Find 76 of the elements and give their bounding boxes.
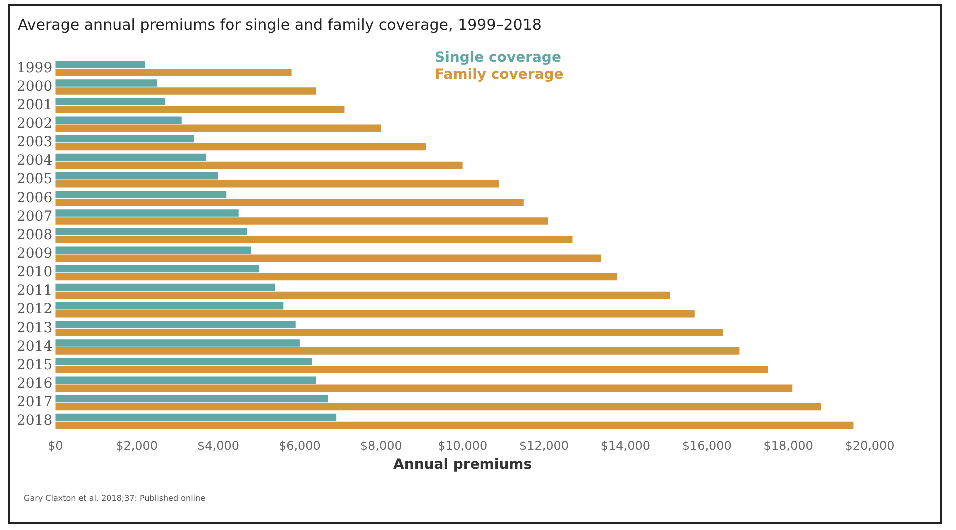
bar	[56, 284, 276, 292]
y-tick-label: 2000	[16, 78, 53, 95]
bar	[56, 69, 292, 76]
bar	[56, 180, 500, 188]
y-tick-label: 2012	[16, 302, 53, 318]
x-tick-label: $10,000	[438, 439, 488, 454]
y-tick-label: 2003	[16, 134, 53, 151]
x-tick-label: $18,000	[764, 439, 814, 454]
x-tick-label: $12,000	[519, 439, 570, 454]
y-tick-label: 2007	[16, 208, 53, 225]
bar	[56, 321, 296, 328]
y-tick-label: 1999	[16, 60, 53, 76]
y-tick-label: 2006	[16, 190, 53, 206]
chart-title: Average annual premiums for single and family coverage, 1999–2018	[18, 16, 542, 34]
bar	[56, 302, 284, 310]
x-tick-label: $6,000	[278, 439, 321, 454]
y-tick-label: 2005	[16, 172, 53, 188]
x-tick-label: $4,000	[198, 439, 240, 454]
y-tick-label: 2001	[16, 97, 53, 114]
text: Single coverage	[435, 50, 562, 67]
bar	[56, 403, 822, 411]
bar	[56, 143, 426, 151]
bar	[56, 384, 793, 392]
y-tick-label: 2010	[16, 264, 53, 281]
bar	[56, 376, 316, 384]
bar	[56, 210, 239, 217]
bar	[56, 106, 345, 114]
bar	[56, 328, 724, 336]
y-tick-label: 2016	[16, 376, 53, 392]
bar	[56, 366, 768, 374]
text: Family coverage	[435, 67, 564, 84]
y-tick-label: 2015	[16, 357, 53, 374]
y-tick-label: 2008	[16, 227, 53, 244]
y-tick-label: 2017	[16, 394, 53, 411]
bar	[56, 236, 573, 244]
bar	[56, 124, 382, 132]
bar	[56, 154, 206, 162]
bar	[56, 61, 146, 68]
bar	[56, 414, 337, 422]
bar	[56, 80, 158, 87]
y-tick-label: 2013	[16, 320, 53, 336]
bar	[56, 265, 260, 273]
y-tick-label: 2014	[16, 338, 53, 355]
x-tick-label: $2,000	[116, 439, 158, 454]
x-tick-label: $16,000	[682, 439, 732, 454]
bar	[56, 98, 166, 106]
bar	[56, 273, 618, 281]
bar	[56, 292, 670, 300]
y-tick-label: 2011	[16, 283, 53, 300]
bar	[56, 422, 854, 430]
bar	[56, 358, 312, 366]
y-tick-label: 2009	[16, 246, 53, 262]
bar	[56, 228, 248, 236]
x-tick-label: $8,000	[360, 439, 402, 454]
y-tick-label: 2004	[16, 153, 53, 170]
x-tick-label: $0	[48, 439, 64, 454]
bar	[56, 246, 252, 254]
x-tick-label: $20,000	[845, 439, 895, 454]
bar	[56, 88, 316, 95]
text: Gary Claxton et al. 2018;37: Published online	[24, 494, 206, 503]
x-axis-title: Annual premiums	[394, 457, 532, 474]
bar	[56, 135, 194, 143]
bar	[56, 198, 524, 206]
y-tick-label: 2018	[16, 413, 53, 430]
bar	[56, 340, 300, 347]
x-tick-label: $14,000	[600, 439, 650, 454]
bar	[56, 395, 328, 403]
bar	[56, 310, 695, 318]
bar	[56, 254, 602, 262]
bar	[56, 116, 182, 124]
bar	[56, 191, 227, 198]
bar	[56, 218, 548, 225]
bar	[56, 172, 219, 180]
y-tick-label: 2002	[16, 116, 53, 132]
bar	[56, 348, 740, 355]
bar	[56, 162, 463, 170]
